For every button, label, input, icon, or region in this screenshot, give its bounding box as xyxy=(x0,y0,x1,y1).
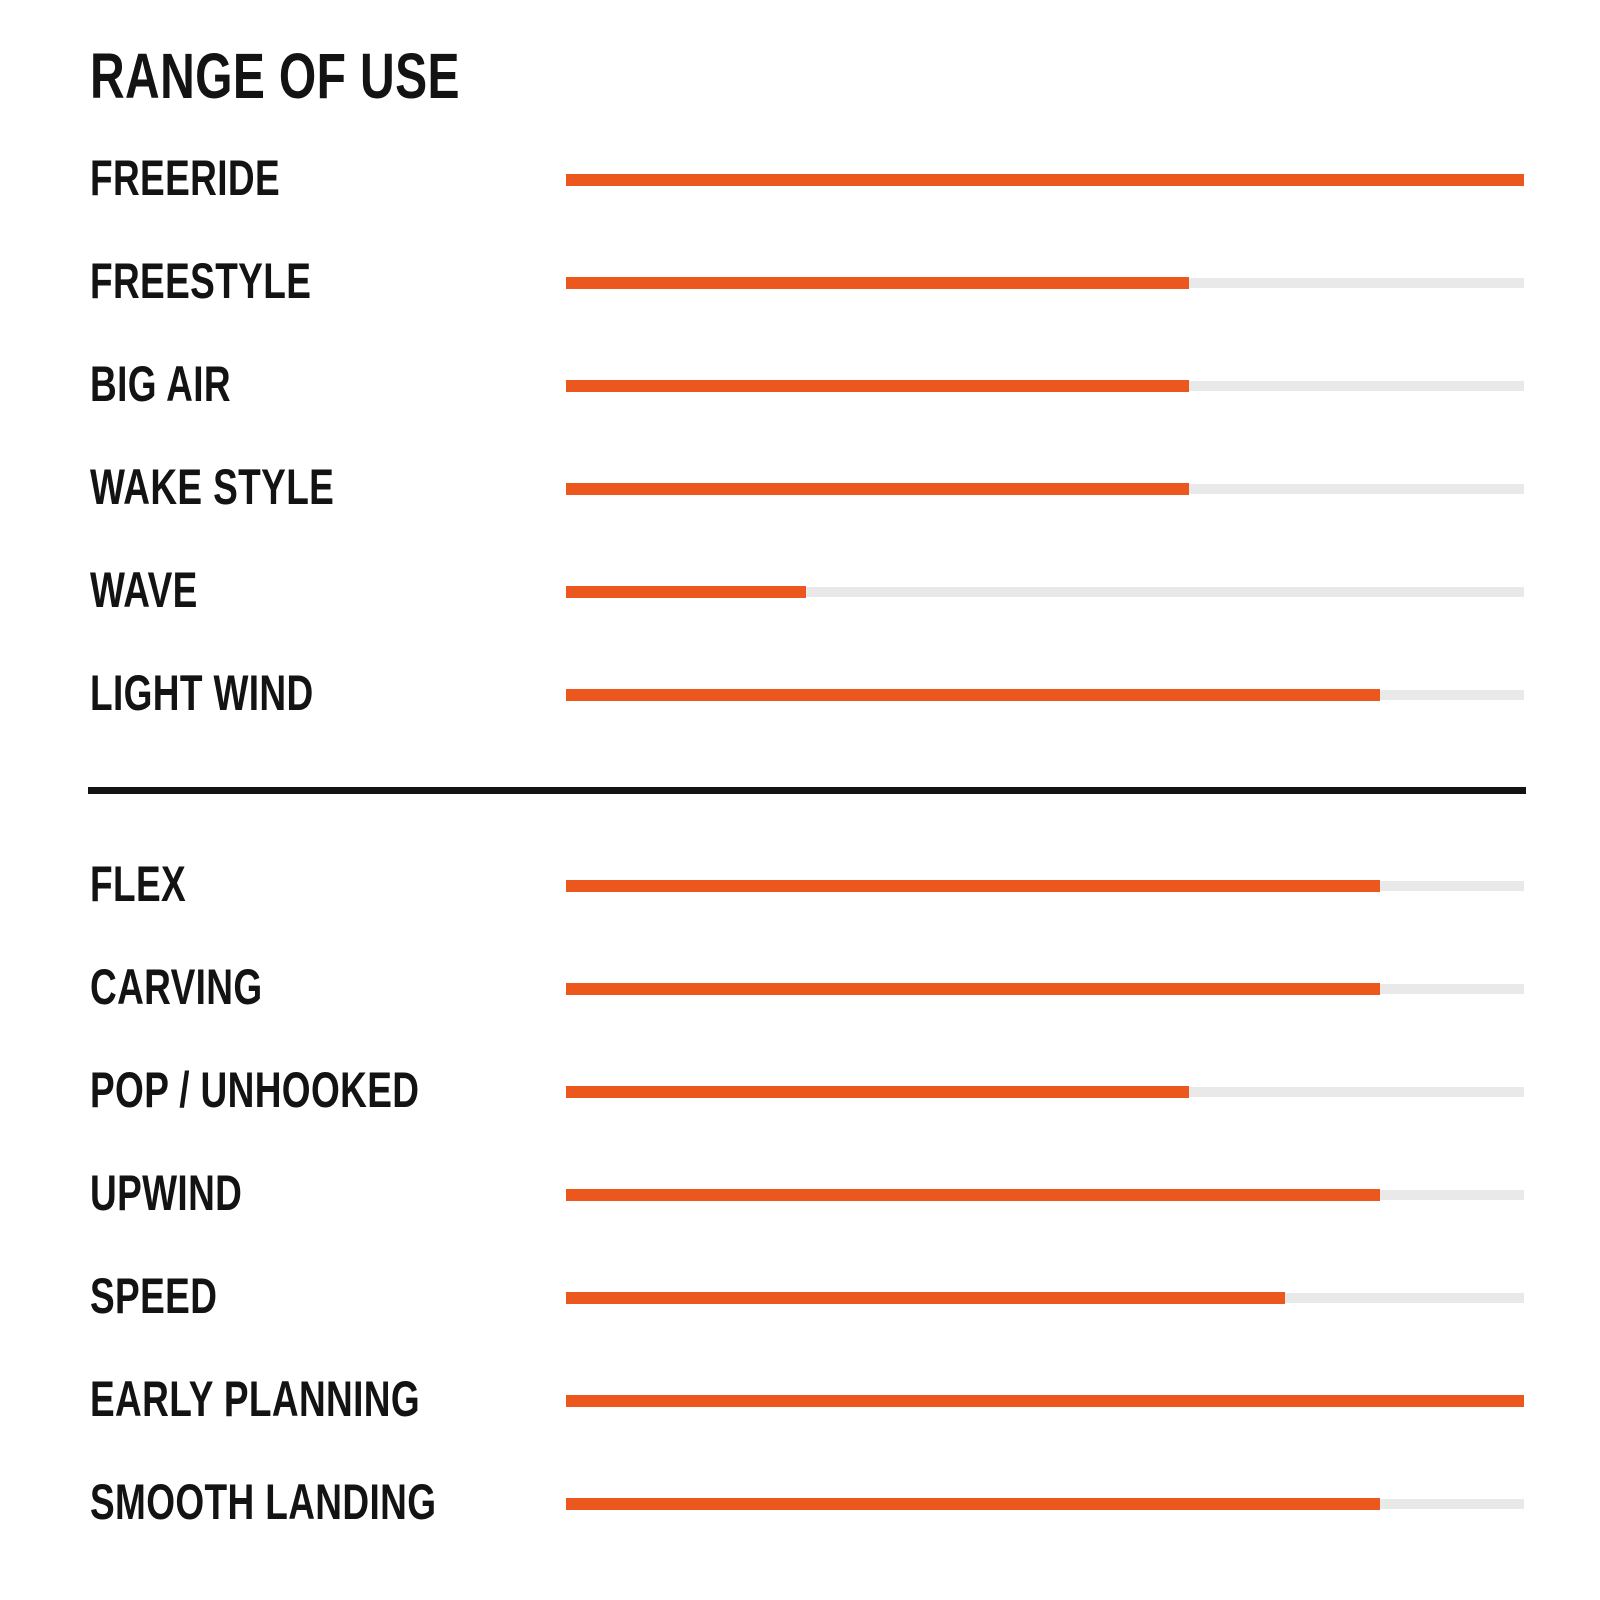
row-label: FREESTYLE xyxy=(90,252,312,309)
row-label: BIG AIR xyxy=(90,355,232,412)
bar-fill xyxy=(566,379,1189,392)
chart-row: EARLY PLANNING xyxy=(0,1349,1600,1452)
row-label: WAVE xyxy=(90,561,198,618)
bar-fill xyxy=(566,1085,1189,1098)
performance-rows: FLEX CARVING POP / UNHOOKED UPWIND SPEED EARL… xyxy=(0,834,1600,1555)
chart-row: UPWIND xyxy=(0,1143,1600,1246)
row-label: FLEX xyxy=(90,855,187,912)
bar-fill xyxy=(566,1497,1381,1510)
bar-fill xyxy=(566,1394,1524,1407)
rating-bar xyxy=(566,379,1524,392)
chart-row: WAKE STYLE xyxy=(0,437,1600,540)
bar-fill xyxy=(566,688,1381,701)
row-label: CARVING xyxy=(90,958,263,1015)
chart-row: SPEED xyxy=(0,1246,1600,1349)
section-divider xyxy=(88,787,1526,794)
bar-fill xyxy=(566,982,1381,995)
row-label: EARLY PLANNING xyxy=(90,1370,421,1427)
row-label: LIGHT WIND xyxy=(90,664,314,721)
chart-row: BIG AIR xyxy=(0,334,1600,437)
bar-fill xyxy=(566,1291,1285,1304)
rating-bar xyxy=(566,1394,1524,1407)
riding-style-rows: FREERIDE FREESTYLE BIG AIR WAKE STYLE WAVE LI… xyxy=(0,128,1600,746)
bar-fill xyxy=(566,276,1189,289)
rating-bar xyxy=(566,982,1524,995)
rating-bar xyxy=(566,173,1524,186)
rating-bar xyxy=(566,276,1524,289)
rating-bar xyxy=(566,482,1524,495)
chart-row: FREESTYLE xyxy=(0,231,1600,334)
chart-title: RANGE OF USE xyxy=(90,40,460,112)
row-label: SPEED xyxy=(90,1267,218,1324)
bar-fill xyxy=(566,482,1189,495)
chart-row: POP / UNHOOKED xyxy=(0,1040,1600,1143)
rating-bar xyxy=(566,1085,1524,1098)
bar-fill xyxy=(566,879,1381,892)
chart-row: FREERIDE xyxy=(0,128,1600,231)
row-label: FREERIDE xyxy=(90,149,281,206)
bar-fill xyxy=(566,585,806,598)
row-label: SMOOTH LANDING xyxy=(90,1473,437,1530)
rating-bar xyxy=(566,879,1524,892)
row-label: WAKE STYLE xyxy=(90,458,335,515)
bar-fill xyxy=(566,173,1524,186)
bar-fill xyxy=(566,1188,1381,1201)
chart-row: CARVING xyxy=(0,937,1600,1040)
row-label: POP / UNHOOKED xyxy=(90,1061,420,1118)
chart-row: WAVE xyxy=(0,540,1600,643)
chart-row: FLEX xyxy=(0,834,1600,937)
bar-track xyxy=(566,586,1524,597)
rating-bar xyxy=(566,1188,1524,1201)
chart-row: SMOOTH LANDING xyxy=(0,1452,1600,1555)
chart-row: LIGHT WIND xyxy=(0,643,1600,746)
rating-bar xyxy=(566,1291,1524,1304)
row-label: UPWIND xyxy=(90,1164,243,1221)
rating-bar xyxy=(566,585,1524,598)
rating-bar xyxy=(566,688,1524,701)
rating-bar xyxy=(566,1497,1524,1510)
